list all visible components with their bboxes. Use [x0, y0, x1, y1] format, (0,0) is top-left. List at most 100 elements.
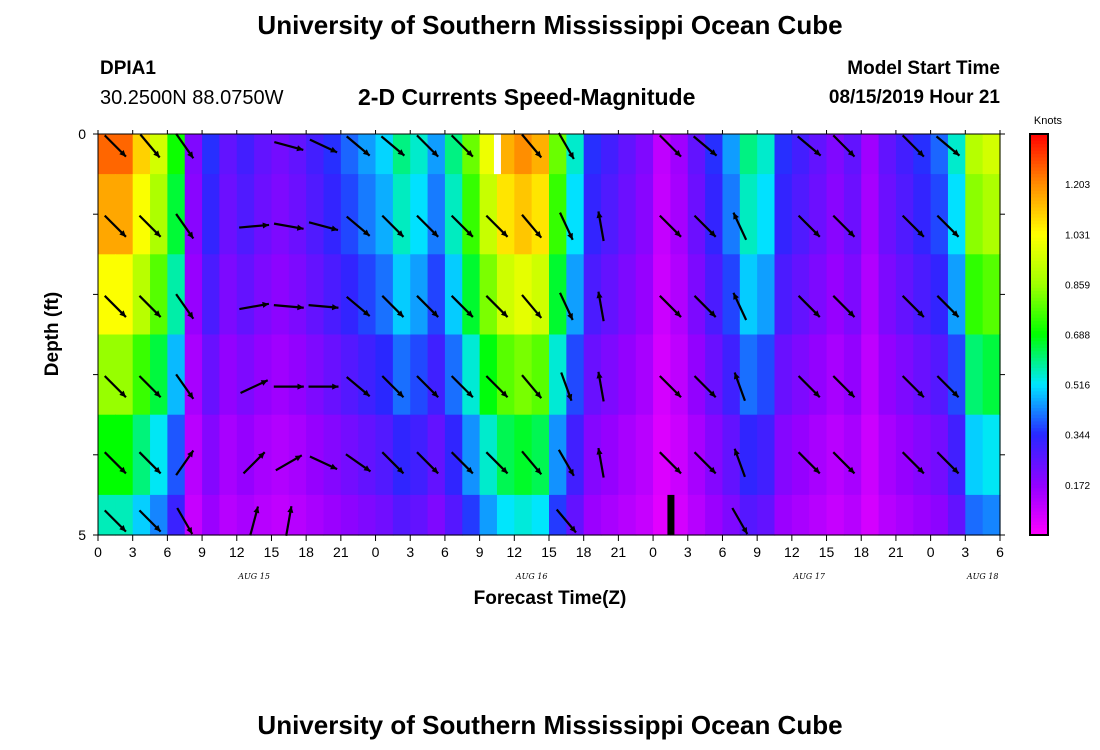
heatmap-cell	[635, 494, 654, 536]
heatmap-cell	[757, 174, 776, 255]
colorbar-segment	[1030, 438, 1048, 442]
x-tick-label: 6	[441, 544, 449, 560]
heatmap-cell	[340, 174, 359, 255]
current-vector-head	[813, 310, 820, 318]
heatmap-cell	[861, 334, 880, 416]
heatmap-cell	[98, 134, 116, 175]
heatmap-cell	[496, 134, 515, 175]
heatmap-cell	[791, 254, 810, 336]
heatmap-cell	[843, 254, 862, 336]
colorbar-segment	[1030, 291, 1048, 295]
heatmap-cell	[132, 254, 151, 336]
colorbar-segment	[1030, 230, 1048, 235]
x-tick-label: 18	[298, 544, 314, 560]
colorbar-frame	[1029, 133, 1049, 536]
colorbar-segment	[1030, 474, 1048, 479]
colorbar-segment	[1030, 277, 1048, 282]
heatmap-cell	[583, 494, 602, 536]
heatmap-cell	[514, 134, 533, 175]
heatmap-cell	[705, 494, 724, 536]
heatmap-cell	[739, 414, 758, 496]
heatmap-cell	[895, 494, 914, 536]
y-axis-label: Depth (ft)	[42, 292, 63, 376]
colorbar-segment	[1030, 371, 1048, 376]
heatmap-cell	[965, 254, 984, 336]
colorbar-segment	[1030, 374, 1048, 379]
current-vector-head	[847, 149, 855, 157]
colorbar-segment	[1030, 451, 1048, 456]
colorbar-segment	[1030, 240, 1048, 245]
current-vector-head	[119, 149, 126, 157]
heatmap-cell	[375, 134, 394, 175]
colorbar-segment	[1030, 404, 1048, 409]
heatmap-cell	[375, 334, 394, 416]
current-vector-head	[534, 391, 542, 399]
heatmap-cell	[323, 174, 342, 255]
heatmap-cell	[358, 254, 377, 336]
heatmap-cell	[861, 414, 880, 496]
heatmap-cell	[670, 494, 689, 536]
heatmap-cell	[288, 334, 307, 416]
current-vector-head	[709, 149, 717, 156]
heatmap-cell	[150, 134, 168, 175]
heatmap-cell	[947, 254, 966, 336]
heatmap-cell	[236, 254, 255, 336]
heatmap-cell	[965, 334, 984, 416]
x-tick-label: 9	[476, 544, 484, 560]
colorbar-segment	[1030, 504, 1048, 509]
heatmap-cell	[514, 334, 533, 416]
heatmap-cell	[444, 254, 463, 336]
heatmap-cell	[323, 414, 342, 496]
x-tick-label: 3	[684, 544, 692, 560]
date-label: AUG 18	[966, 572, 999, 581]
current-vector-head	[119, 524, 126, 532]
heatmap-cell	[479, 134, 498, 175]
heatmap-cell	[479, 334, 498, 416]
colorbar-segment	[1030, 260, 1048, 265]
current-vector-head	[331, 225, 338, 232]
heatmap-cell	[167, 134, 186, 175]
heatmap-cell	[271, 494, 290, 536]
heatmap-cell	[566, 414, 585, 496]
heatmap-cell	[531, 494, 550, 536]
heatmap-cell	[427, 254, 446, 336]
colorbar-segment	[1030, 237, 1048, 242]
current-vector-head	[187, 450, 194, 458]
heatmap-cell	[219, 134, 238, 175]
heatmap-cell	[635, 134, 654, 175]
colorbar-segment	[1030, 140, 1048, 145]
heatmap-cell	[323, 134, 342, 175]
current-vector-head	[709, 390, 716, 398]
colorbar-segment	[1030, 210, 1048, 215]
heatmap-cell	[601, 414, 619, 496]
heatmap-cell	[826, 174, 845, 255]
heatmap-cell	[947, 174, 966, 255]
heatmap-cell	[98, 334, 116, 416]
colorbar-segment	[1030, 424, 1048, 429]
colorbar-segment	[1030, 354, 1048, 359]
colorbar-segment	[1030, 468, 1048, 473]
colorbar-segment	[1030, 274, 1048, 279]
heatmap-cell	[306, 334, 325, 416]
heatmap-cell	[375, 254, 394, 336]
current-vector-head	[362, 309, 370, 317]
heatmap-cell	[306, 254, 325, 336]
heatmap-cell	[618, 254, 637, 336]
heatmap-cell	[184, 494, 203, 536]
colorbar-segment	[1030, 444, 1048, 449]
heatmap-cell	[722, 174, 741, 255]
heatmap-cell	[722, 414, 741, 496]
heatmap-cell	[601, 174, 619, 255]
colorbar-segment	[1030, 154, 1048, 158]
heatmap-cell	[791, 494, 810, 536]
colorbar-segment	[1030, 170, 1048, 175]
current-vector-head	[362, 389, 370, 397]
heatmap-cell	[202, 414, 221, 496]
heatmap-cell	[930, 494, 949, 536]
colorbar-segment	[1030, 281, 1048, 285]
heatmap-cell	[410, 134, 429, 175]
heatmap-cell	[323, 254, 342, 336]
heatmap-cell	[774, 134, 793, 175]
heatmap-cell	[410, 254, 429, 336]
heatmap-cell	[271, 254, 290, 336]
